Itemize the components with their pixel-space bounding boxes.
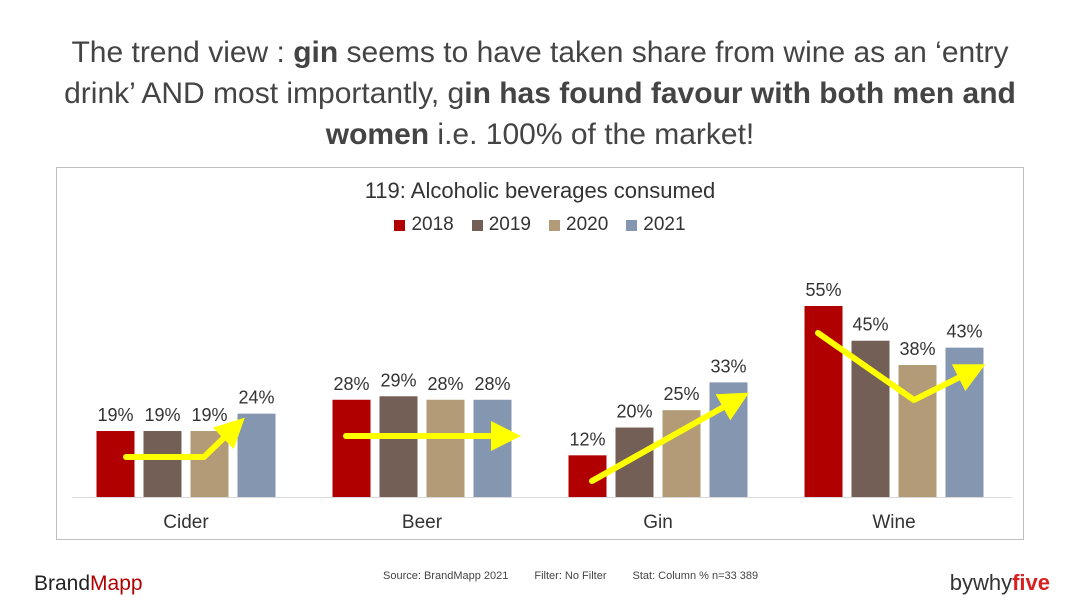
- x-tick-label-gin: Gin: [643, 512, 673, 533]
- legend-label-2021: 2021: [643, 214, 686, 235]
- trend-arrow-gin: [589, 392, 750, 484]
- data-label-wine-2018: 55%: [805, 280, 841, 300]
- data-label-cider-2021: 24%: [238, 388, 274, 408]
- x-tick-label-wine: Wine: [872, 512, 915, 533]
- legend-swatch-2019: [471, 219, 483, 231]
- data-label-beer-2021: 28%: [474, 374, 510, 394]
- data-label-beer-2020: 28%: [427, 374, 463, 394]
- brandmapp-logo: BrandMapp: [34, 572, 143, 596]
- legend-swatch-2021: [626, 219, 638, 231]
- bar-cider-2021: [237, 413, 276, 497]
- headline-part-4: in has found favour with both men and wo…: [325, 77, 1016, 151]
- legend-label-2020: 2020: [566, 214, 609, 235]
- legend-swatch-2018: [394, 219, 406, 231]
- trend-arrow-wine: [815, 330, 986, 403]
- data-label-beer-2019: 29%: [380, 370, 416, 390]
- chart-legend: 2018 2019 2020 2021: [0, 214, 1080, 236]
- data-label-wine-2019: 45%: [852, 315, 888, 335]
- bar-wine-2021: [945, 347, 984, 497]
- bar-beer-2018: [332, 399, 371, 497]
- data-label-gin-2021: 33%: [710, 356, 746, 376]
- bywhyfive-logo: bywhyfive: [950, 570, 1050, 596]
- bar-beer-2020: [426, 399, 465, 497]
- legend-item-2020: 2020: [549, 214, 608, 236]
- bar-gin-2021: [709, 382, 748, 497]
- headline-part-3: seems to have taken share from wine as a…: [64, 36, 1009, 110]
- legend-label-2018: 2018: [411, 214, 454, 235]
- bywhyfive-logo-part-1: bywhy: [949, 570, 1013, 595]
- bar-beer-2019: [379, 396, 418, 497]
- data-label-cider-2020: 19%: [191, 405, 227, 425]
- slide-headline: The trend view : gin seems to have taken…: [60, 32, 1020, 155]
- data-label-beer-2018: 28%: [333, 374, 369, 394]
- trend-arrow-cider: [123, 417, 245, 460]
- headline-part-5: i.e. 100% of the market!: [429, 118, 755, 151]
- bar-cider-2019: [143, 431, 182, 497]
- bar-wine-2020: [898, 365, 937, 497]
- data-label-gin-2018: 12%: [569, 429, 605, 449]
- legend-swatch-2020: [549, 219, 560, 231]
- data-label-wine-2021: 43%: [946, 322, 982, 342]
- legend-item-2021: 2021: [626, 214, 686, 236]
- brandmapp-logo-part-2: Mapp: [90, 572, 143, 595]
- legend-item-2019: 2019: [471, 214, 531, 236]
- x-tick-label-beer: Beer: [402, 512, 443, 533]
- headline-part-1: The trend view :: [71, 36, 294, 69]
- source-text: Source: BrandMapp 2021: [383, 570, 509, 582]
- data-label-wine-2020: 38%: [899, 339, 935, 359]
- headline-part-2: gin: [293, 36, 339, 69]
- data-label-gin-2019: 20%: [616, 402, 652, 422]
- data-label-cider-2018: 19%: [97, 405, 133, 425]
- bar-beer-2021: [473, 399, 512, 497]
- legend-label-2019: 2019: [488, 214, 531, 235]
- legend-item-2018: 2018: [394, 214, 454, 236]
- source-note: Source: BrandMapp 2021 Filter: No Filter…: [383, 570, 758, 582]
- bar-wine-2019: [851, 340, 890, 497]
- x-tick-label-cider: Cider: [163, 512, 209, 533]
- bywhyfive-logo-part-2: five: [1012, 570, 1050, 595]
- filter-text: Filter: No Filter: [534, 570, 607, 582]
- data-label-gin-2020: 25%: [663, 384, 699, 404]
- brandmapp-logo-part-1: Brand: [34, 572, 91, 595]
- chart-title: 119: Alcoholic beverages consumed: [364, 178, 716, 203]
- bar-cider-2018: [96, 431, 135, 497]
- data-label-cider-2019: 19%: [144, 405, 180, 425]
- stat-text: Stat: Column % n=33 389: [632, 570, 759, 582]
- chart-frame: [56, 167, 1024, 540]
